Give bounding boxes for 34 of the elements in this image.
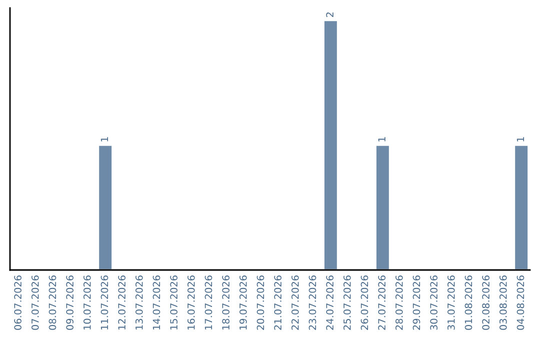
x-tick-label: 08.07.2026 xyxy=(48,275,56,330)
data-label: 2 xyxy=(326,12,334,17)
x-tick-label: 29.07.2026 xyxy=(412,275,420,330)
x-tick-label: 12.07.2026 xyxy=(118,275,126,330)
x-tick-label: 09.07.2026 xyxy=(66,275,74,330)
x-tick-label: 24.07.2026 xyxy=(326,275,334,330)
x-tick-label: 23.07.2026 xyxy=(308,275,316,330)
x-tick-label: 07.07.2026 xyxy=(31,275,39,330)
x-tick-label: 04.08.2026 xyxy=(516,275,524,330)
x-tick-label: 16.07.2026 xyxy=(187,275,195,330)
x-tick-label: 25.07.2026 xyxy=(343,275,351,330)
x-tick-label: 26.07.2026 xyxy=(360,275,368,330)
x-tick-label: 01.08.2026 xyxy=(464,275,472,330)
data-label: 1 xyxy=(516,137,524,142)
x-tick-label: 22.07.2026 xyxy=(291,275,299,330)
x-tick-label: 17.07.2026 xyxy=(204,275,212,330)
x-tick-label: 27.07.2026 xyxy=(378,275,386,330)
x-tick-label: 30.07.2026 xyxy=(430,275,438,330)
x-tick-label: 03.08.2026 xyxy=(499,275,507,330)
x-tick-label: 14.07.2026 xyxy=(152,275,160,330)
x-tick-label: 15.07.2026 xyxy=(170,275,178,330)
x-tick-label: 18.07.2026 xyxy=(222,275,230,330)
x-tick-label: 06.07.2026 xyxy=(14,275,22,330)
x-tick-label: 10.07.2026 xyxy=(83,275,91,330)
x-tick-label: 28.07.2026 xyxy=(395,275,403,330)
x-tick-label: 02.08.2026 xyxy=(482,275,490,330)
x-tick-label: 13.07.2026 xyxy=(135,275,143,330)
x-tick-label: 11.07.2026 xyxy=(100,275,108,330)
data-label: 1 xyxy=(100,137,108,142)
x-tick-label: 20.07.2026 xyxy=(256,275,264,330)
data-label: 1 xyxy=(378,137,386,142)
x-tick-label: 21.07.2026 xyxy=(274,275,282,330)
x-tick-label: 31.07.2026 xyxy=(447,275,455,330)
x-tick-label: 19.07.2026 xyxy=(239,275,247,330)
